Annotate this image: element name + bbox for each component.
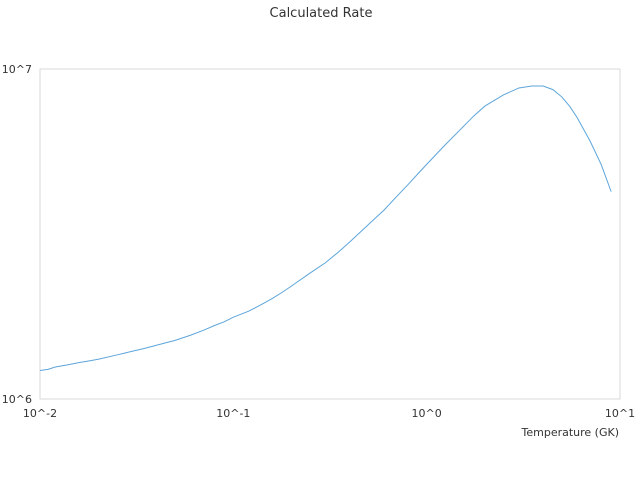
series-line-0 xyxy=(39,85,612,371)
x-tick-label: 10^1 xyxy=(605,407,635,420)
y-tick-label: 10^6 xyxy=(2,393,32,406)
plot-area xyxy=(39,68,621,400)
x-tick-label: 10^-1 xyxy=(216,407,250,420)
y-axis: 10^6 10^7 xyxy=(2,63,32,406)
x-tick-label: 10^-2 xyxy=(23,407,57,420)
series-layer xyxy=(39,85,612,371)
x-axis-label: Temperature (GK) xyxy=(521,426,620,439)
x-tick-label: 10^0 xyxy=(412,407,442,420)
x-axis: 10^-2 10^-1 10^0 10^1 xyxy=(23,407,635,420)
chart-title: Calculated Rate xyxy=(270,6,373,21)
y-tick-label: 10^7 xyxy=(2,63,32,76)
